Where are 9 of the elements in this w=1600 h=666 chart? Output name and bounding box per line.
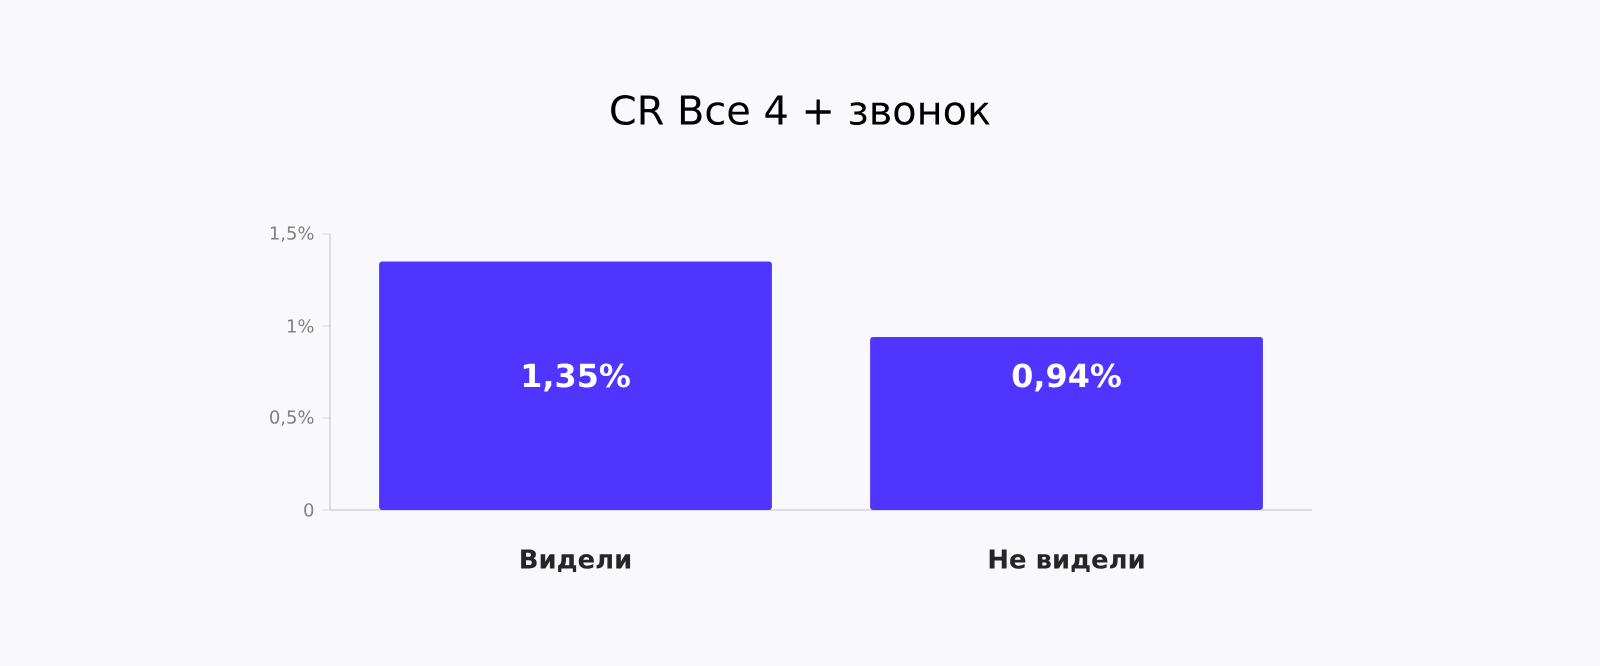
x-tick-label: Не видели (989, 549, 1144, 573)
y-tick-label: 0,5% (270, 410, 314, 426)
y-tick-label: 0 (304, 503, 314, 517)
y-tick-label: 1% (287, 319, 314, 333)
x-tick-label: Видели (521, 549, 631, 573)
chart-title: CR Все 4 + звонок (611, 94, 990, 126)
data-label: 0,94% (1012, 363, 1121, 392)
y-tick-label: 1,5% (270, 226, 314, 242)
data-label: 1,35% (523, 363, 630, 392)
